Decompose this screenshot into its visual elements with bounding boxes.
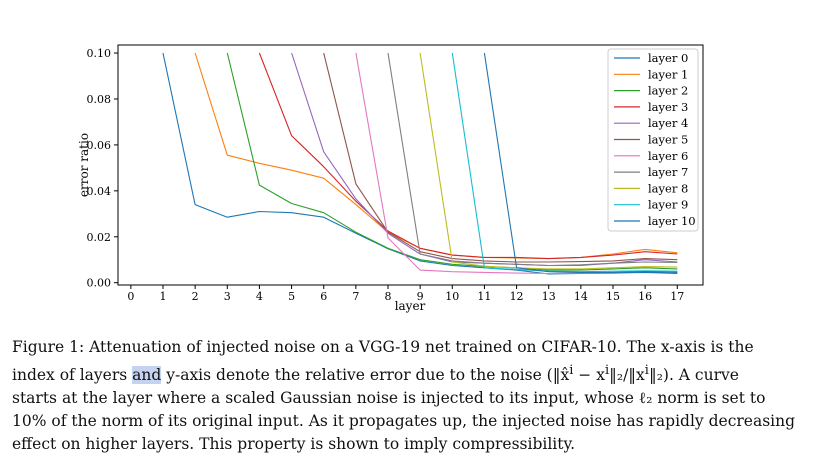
legend-label: layer 6 — [648, 149, 688, 163]
x-tick-label: 11 — [477, 290, 491, 303]
highlighted-word[interactable]: and — [132, 366, 162, 385]
legend-label: layer 2 — [648, 84, 688, 98]
x-tick-label: 4 — [256, 290, 263, 303]
y-axis-label: error ratio — [77, 133, 91, 197]
caption-line-2: index of layers and y-axis denote the re… — [12, 359, 802, 387]
series-line-layer-10 — [483, 52, 678, 273]
caption-text: ‖₂/‖x — [609, 366, 645, 385]
legend-label: layer 4 — [648, 116, 688, 130]
caption-line-4: 10% of the norm of its original input. A… — [12, 412, 796, 431]
x-axis-label: layer — [395, 299, 426, 313]
series-line-layer-8 — [419, 52, 678, 270]
x-tick-label: 0 — [127, 290, 134, 303]
legend-label: layer 1 — [648, 67, 688, 81]
plot-area — [117, 44, 704, 286]
caption-line-3: starts at the layer where a scaled Gauss… — [12, 389, 766, 408]
caption-text: − x — [573, 366, 605, 385]
x-tick-label: 10 — [445, 290, 459, 303]
y-tick-label: 0.04 — [87, 185, 112, 198]
caption-line-5: effect on higher layers. This property i… — [12, 435, 576, 454]
caption-line-1: Figure 1: Attenuation of injected noise … — [12, 338, 754, 356]
legend-box — [607, 48, 699, 232]
legend-label: layer 5 — [648, 133, 688, 147]
superscript: i — [569, 363, 574, 378]
series-line-layer-2 — [226, 52, 678, 271]
x-tick-label: 6 — [320, 290, 327, 303]
legend-label: layer 10 — [648, 214, 696, 228]
series-line-layer-7 — [387, 52, 678, 267]
caption-text: y-axis denote the relative error due to … — [161, 366, 570, 385]
x-tick-label: 12 — [510, 290, 524, 303]
series-lines — [162, 52, 678, 275]
x-tick-label: 9 — [417, 290, 424, 303]
x-tick-label: 7 — [352, 290, 359, 303]
x-tick-label: 3 — [224, 290, 231, 303]
caption-text: ‖₂). A curve — [648, 366, 739, 385]
y-tick-label: 0.10 — [87, 47, 112, 60]
legend-label: layer 7 — [648, 165, 688, 179]
legend-label: layer 0 — [648, 51, 688, 65]
legend-label: layer 8 — [648, 181, 688, 195]
caption-text: index of layers — [12, 366, 133, 385]
legend: layer 0 layer 1 layer 2 layer 3 layer 4 layer… — [607, 48, 699, 232]
y-tick-label: 0.08 — [87, 93, 112, 106]
y-tick-label: 0.06 — [87, 139, 112, 152]
x-tick-label: 5 — [288, 290, 295, 303]
x-tick-label: 16 — [638, 290, 652, 303]
superscript: i — [604, 363, 610, 378]
series-line-layer-5 — [323, 52, 678, 263]
y-tick-label: 0.00 — [87, 277, 112, 290]
series-line-layer-9 — [451, 52, 678, 273]
superscript: i — [644, 363, 649, 378]
figure-caption: Figure 1: Attenuation of injected noise … — [12, 336, 802, 456]
y-axis-ticks: 0.00 0.02 0.04 0.06 0.08 0.10 — [87, 47, 118, 290]
x-tick-label: 2 — [192, 290, 199, 303]
x-axis-ticks: 0 1 2 3 4 5 6 7 8 9 10 11 12 13 14 15 16 17 — [127, 285, 684, 303]
x-tick-label: 17 — [670, 290, 684, 303]
y-tick-label: 0.02 — [87, 231, 112, 244]
x-tick-label: 15 — [606, 290, 620, 303]
x-tick-label: 8 — [385, 290, 392, 303]
x-tick-label: 13 — [542, 290, 556, 303]
series-line-layer-3 — [258, 52, 678, 260]
x-tick-label: 1 — [160, 290, 167, 303]
x-tick-label: 14 — [574, 290, 588, 303]
noise-attenuation-chart: 0.000.020.040.060.080.10 0 1 2 3 4 5 6 7 8 9 10 11 1… — [77, 44, 704, 313]
legend-label: layer 9 — [648, 198, 688, 212]
legend-label: layer 3 — [648, 100, 688, 114]
